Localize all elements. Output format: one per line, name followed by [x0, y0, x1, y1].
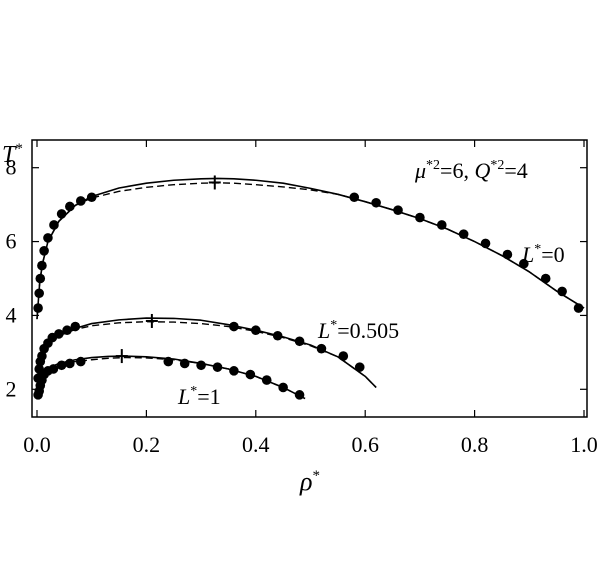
series-1-data-point: [294, 336, 305, 347]
series-0-data-point: [56, 209, 67, 219]
series-0-data-point: [393, 205, 403, 215]
series-label-L1: L*=1: [177, 384, 221, 409]
q-symbol: Q: [474, 158, 490, 183]
series-2-data-point: [65, 358, 75, 369]
series-0-data-point: [34, 288, 44, 299]
y-axis-label-sup: *: [15, 141, 23, 157]
series-2-data-point: [163, 356, 174, 367]
x-axis-label: ρ*: [299, 467, 320, 496]
mu-value: =6,: [440, 158, 474, 183]
series-label-L0-symbol: L: [521, 242, 534, 267]
series-label-L1-value: =1: [197, 384, 220, 409]
series-1-data-point: [338, 351, 349, 361]
mu-sup: *2: [426, 158, 440, 173]
series-1-data-point: [354, 362, 365, 372]
series-0-data-point: [86, 192, 97, 203]
y-tick-label: 6: [6, 229, 17, 254]
series-2-data-point: [212, 362, 223, 372]
mu-symbol: μ: [414, 158, 426, 183]
series-2-data-point: [278, 382, 288, 393]
series-label-L0505-value: =0.505: [337, 318, 399, 343]
series-0-data-point: [436, 220, 447, 230]
x-axis-ticks: 0.0 0.2 0.4 0.6 0.8 1.0: [23, 140, 598, 457]
series-2-data-point: [261, 375, 272, 385]
y-tick-label: 2: [6, 376, 17, 401]
critical-points-group: [115, 175, 221, 364]
series-1-data-point: [229, 321, 239, 332]
series-1-data-point: [54, 329, 64, 339]
series-label-L0-value: =0: [541, 242, 564, 267]
curves-group: [36, 177, 585, 400]
series-label-L0505-sup: *: [330, 318, 337, 333]
series-0-data-point: [415, 212, 425, 223]
q-sup: *2: [490, 158, 504, 173]
series-1-data-point: [316, 343, 327, 354]
y-axis-label: T*: [2, 141, 23, 168]
series-0-data-point: [480, 238, 491, 249]
series-1-data-point: [272, 330, 283, 341]
x-tick-label: 0.8: [461, 432, 489, 457]
series-label-L0505: L*=0.505: [317, 318, 399, 343]
x-tick-label: 0.4: [242, 432, 270, 457]
series-1-data-point: [70, 321, 81, 332]
series-1-data-point: [37, 351, 47, 361]
series-0-data-point: [39, 246, 49, 256]
series-label-L1-sup: *: [190, 384, 197, 399]
series-label-L0505-symbol: L: [317, 318, 330, 343]
series-1-data-point: [251, 325, 261, 336]
series-0-solid-curve: [36, 177, 585, 320]
series-label-L0: L*=0: [521, 242, 565, 267]
series-2-data-point: [179, 358, 190, 369]
q-value: =4: [504, 158, 527, 183]
y-tick-label: 8: [6, 155, 17, 180]
series-label-L0-sup: *: [534, 242, 541, 257]
series-0-data-point: [540, 273, 551, 284]
series-0-data-point: [49, 220, 59, 230]
series-0-dashed-curve: [36, 182, 585, 320]
x-tick-label: 0.2: [133, 432, 161, 457]
series-0-data-point: [519, 258, 529, 269]
series-0-data-point: [65, 201, 75, 212]
series-2-data-point: [56, 360, 67, 371]
series-0-data-point: [43, 233, 53, 243]
series-0-data-point: [35, 273, 46, 284]
x-axis-label-sup: *: [312, 468, 320, 484]
x-tick-label: 0.6: [351, 432, 379, 457]
series-2-data-point: [75, 356, 86, 367]
x-axis-label-symbol: ρ: [299, 467, 312, 496]
y-axis-ticks: 2 4 6 8: [6, 155, 587, 401]
plot-frame: [31, 139, 588, 418]
series-2-data-point: [196, 360, 206, 371]
y-tick-label: 4: [6, 302, 17, 327]
series-2-data-point: [229, 366, 239, 376]
series-0-data-point: [75, 196, 86, 206]
series-0-data-point: [573, 303, 584, 313]
series-0-data-point: [349, 192, 360, 203]
series-2-data-point: [48, 364, 59, 374]
params-annotation: μ*2=6, Q*2=4: [414, 158, 528, 183]
x-tick-label: 1.0: [570, 432, 598, 457]
series-0-data-point: [458, 229, 469, 239]
series-2-data-point: [294, 390, 305, 400]
x-tick-label: 0.0: [23, 432, 51, 457]
series-label-L1-symbol: L: [177, 384, 190, 409]
series-0-data-point: [33, 303, 43, 313]
series-0-data-point: [502, 249, 513, 260]
series-1-data-point: [62, 325, 72, 336]
data-points-group: [33, 192, 584, 400]
y-axis-label-symbol: T: [2, 142, 17, 168]
series-2-data-point: [245, 369, 256, 380]
series-0-data-point: [371, 197, 381, 208]
series-0-data-point: [557, 286, 567, 297]
series-0-data-point: [37, 260, 47, 271]
